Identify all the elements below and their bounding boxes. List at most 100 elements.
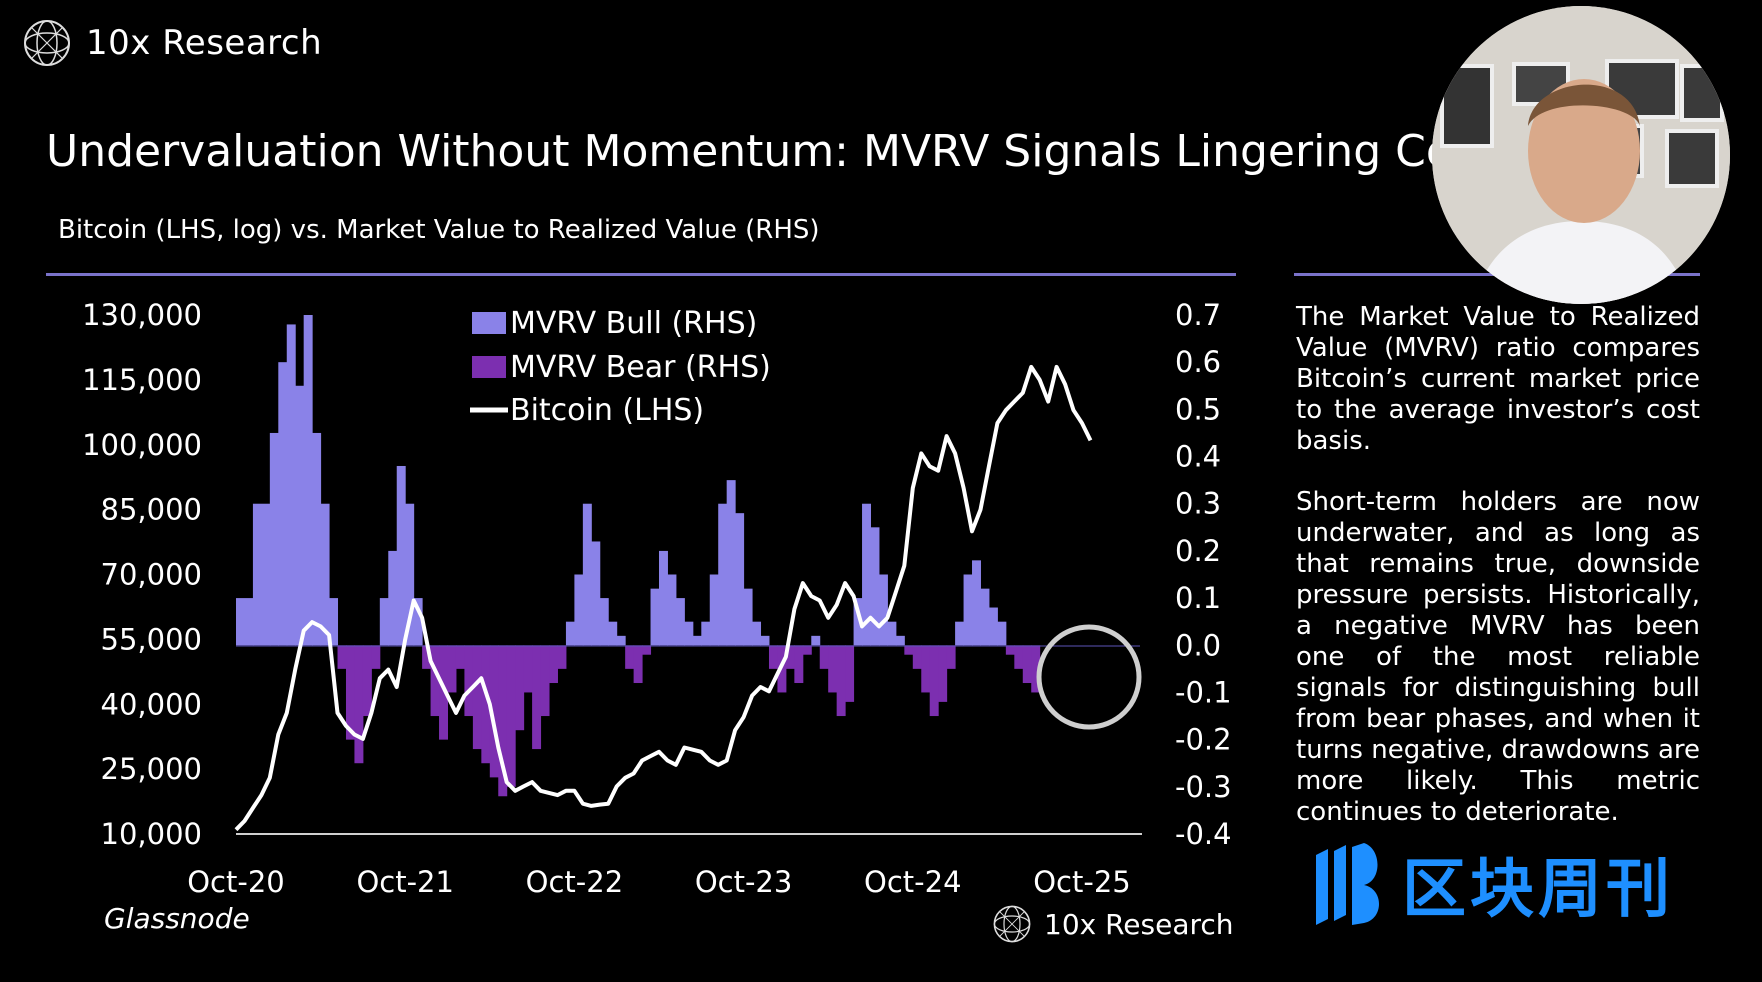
rhs-tick-label: -0.2 xyxy=(1175,723,1232,757)
mvrv-bear-bar xyxy=(625,645,635,669)
brand: 10x Research xyxy=(22,18,322,68)
mvrv-bear-bar xyxy=(464,645,474,717)
x-tick-label: Oct-22 xyxy=(526,865,624,899)
mvrv-bull-bar xyxy=(320,503,330,646)
mvrv-bull-bar xyxy=(659,550,668,646)
mvrv-bear-bar xyxy=(1031,645,1041,693)
mvrv-bear-bar xyxy=(337,645,347,669)
lhs-tick-label: 70,000 xyxy=(101,558,202,592)
mvrv-bull-bar xyxy=(303,315,313,646)
mvrv-bull-bar xyxy=(278,362,288,646)
lhs-tick-label: 40,000 xyxy=(101,687,202,721)
mvrv-bear-bar xyxy=(802,645,812,655)
chart-subtitle: Bitcoin (LHS, log) vs. Market Value to R… xyxy=(58,215,820,245)
mvrv-bear-bar xyxy=(785,645,795,669)
lhs-tick-label: 10,000 xyxy=(101,817,202,851)
mvrv-chart: 130,000 115,000 100,000 85,000 70,000 55,000 4… xyxy=(82,298,1232,899)
presenter-illustration xyxy=(1432,6,1730,304)
mvrv-bull-bar xyxy=(608,621,618,646)
x-tick-label: Oct-21 xyxy=(356,865,454,899)
source-label: Glassnode xyxy=(104,902,250,935)
mvrv-bull-bar xyxy=(379,598,389,646)
highlight-circle xyxy=(1036,624,1142,730)
mvrv-bear-bar xyxy=(532,645,542,750)
mvrv-bull-bar xyxy=(650,588,660,646)
mvrv-bull-bar xyxy=(760,635,770,646)
lhs-tick-label: 55,000 xyxy=(101,622,202,656)
rhs-tick-label: 0.5 xyxy=(1175,392,1221,426)
legend-swatch-bull xyxy=(472,312,506,334)
mvrv-bull-bar xyxy=(616,635,626,646)
x-tick-label: Oct-24 xyxy=(864,865,962,899)
divider-left xyxy=(46,273,1236,276)
mvrv-bear-bar xyxy=(938,645,948,702)
legend-label-bitcoin: Bitcoin (LHS) xyxy=(510,393,704,428)
mvrv-bear-bar xyxy=(768,645,778,669)
x-tick-label: Oct-20 xyxy=(187,865,285,899)
legend-label-bear: MVRV Bear (RHS) xyxy=(510,350,771,385)
mvrv-bear-bar xyxy=(422,645,432,669)
mvrv-bull-bar xyxy=(997,621,1007,646)
legend: MVRV Bull (RHS) MVRV Bear (RHS) Bitcoin … xyxy=(470,306,771,428)
mvrv-bear-bar xyxy=(506,645,516,787)
rhs-tick-label: -0.3 xyxy=(1175,770,1232,804)
rhs-tick-label: 0.3 xyxy=(1175,487,1221,521)
rhs-axis: 0.7 0.6 0.5 0.4 0.3 0.2 0.1 0.0 -0.1 -0.2 -0.3 -0.4 xyxy=(1175,298,1232,851)
mvrv-bear-bar xyxy=(819,645,829,669)
mvrv-bull-bar xyxy=(870,527,880,646)
mvrv-bull-bar xyxy=(853,598,863,646)
mvrv-bull-bar xyxy=(963,574,973,646)
mvrv-bull-bar xyxy=(388,550,398,646)
rhs-tick-label: 0.2 xyxy=(1175,534,1221,568)
mvrv-bear-bar xyxy=(929,645,939,717)
lhs-tick-label: 25,000 xyxy=(101,752,202,786)
mvrv-bull-bar xyxy=(895,635,905,646)
footer-brand: 10x Research xyxy=(992,904,1234,944)
mvrv-bull-bar xyxy=(980,588,990,646)
mvrv-bull-bar xyxy=(811,635,821,646)
mvrv-bull-bar xyxy=(718,503,728,646)
mvrv-bull-bar xyxy=(972,560,981,646)
mvrv-bull-bar xyxy=(405,503,415,646)
rhs-tick-label: 0.1 xyxy=(1175,581,1221,615)
mvrv-bull-bar xyxy=(667,574,677,646)
rhs-tick-label: 0.6 xyxy=(1175,345,1221,379)
globe-mesh-icon xyxy=(24,20,70,66)
mvrv-bull-bar xyxy=(988,607,998,646)
mvrv-bear-bar xyxy=(921,645,931,693)
mvrv-bear-bar xyxy=(642,645,652,655)
mvrv-area xyxy=(236,315,1041,797)
mvrv-bear-bar xyxy=(828,645,838,693)
x-tick-label: Oct-25 xyxy=(1033,865,1131,899)
mvrv-bear-bar xyxy=(354,645,364,764)
rhs-tick-label: 0.7 xyxy=(1175,298,1221,332)
presenter-video-icon xyxy=(1432,6,1730,304)
mvrv-bull-bar xyxy=(329,598,339,646)
mvrv-bear-bar xyxy=(904,645,914,655)
mvrv-bear-bar xyxy=(498,645,508,797)
lhs-tick-label: 85,000 xyxy=(101,493,202,527)
mvrv-bear-bar xyxy=(633,645,643,684)
mvrv-bear-bar xyxy=(362,645,372,717)
mvrv-bull-bar xyxy=(599,598,609,646)
mvrv-bear-bar xyxy=(345,645,355,740)
mvrv-bull-bar xyxy=(312,432,322,646)
rhs-tick-label: -0.1 xyxy=(1175,675,1232,709)
description-paragraph-1: The Market Value to Realized Value (MVRV… xyxy=(1296,302,1700,456)
mvrv-bear-bar xyxy=(455,645,465,669)
rhs-tick-label: -0.4 xyxy=(1175,817,1232,851)
mvrv-bear-bar xyxy=(946,645,956,669)
lhs-axis: 130,000 115,000 100,000 85,000 70,000 55,000 4… xyxy=(82,298,202,851)
mvrv-bear-bar xyxy=(540,645,550,717)
mvrv-bull-bar xyxy=(735,513,745,646)
mvrv-bull-bar xyxy=(701,621,711,646)
mvrv-bull-bar xyxy=(692,635,702,646)
mvrv-bear-bar xyxy=(523,645,533,693)
mvrv-bear-bar xyxy=(549,645,558,684)
mvrv-bull-bar xyxy=(955,621,965,646)
mvrv-bull-bar xyxy=(565,621,575,646)
brand-name: 10x Research xyxy=(86,23,323,63)
legend-label-bull: MVRV Bull (RHS) xyxy=(510,306,757,341)
mvrv-bear-bar xyxy=(489,645,499,778)
mvrv-bear-bar xyxy=(472,645,482,750)
